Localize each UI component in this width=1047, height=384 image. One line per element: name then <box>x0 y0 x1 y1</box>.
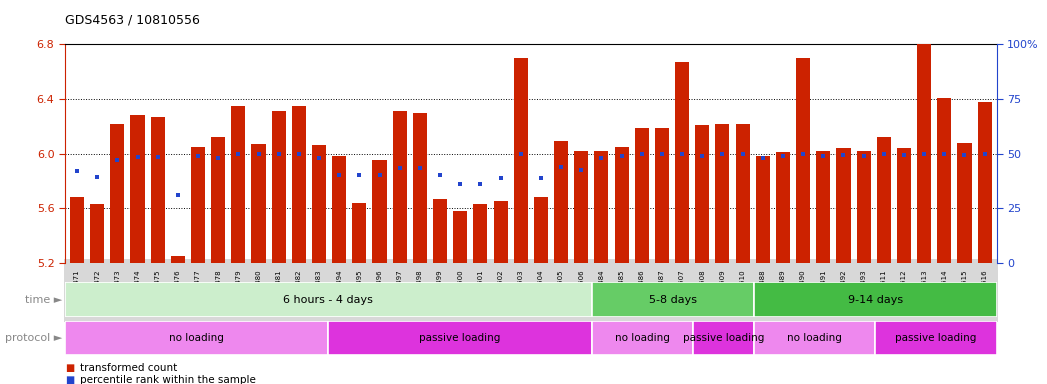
Bar <box>554 141 569 263</box>
Bar <box>110 124 125 263</box>
Bar <box>493 202 508 263</box>
Bar <box>856 151 871 263</box>
Text: passive loading: passive loading <box>419 333 500 343</box>
Bar <box>715 124 730 263</box>
Text: no loading: no loading <box>787 333 842 343</box>
Bar <box>978 102 992 263</box>
Bar <box>897 148 911 263</box>
Bar <box>329 321 592 355</box>
Text: percentile rank within the sample: percentile rank within the sample <box>80 375 255 384</box>
Bar <box>634 127 649 263</box>
Bar <box>592 321 693 355</box>
Bar <box>171 256 185 263</box>
Bar <box>592 282 754 317</box>
Bar <box>70 197 84 263</box>
Text: passive loading: passive loading <box>683 333 764 343</box>
Bar <box>654 127 669 263</box>
Text: passive loading: passive loading <box>895 333 977 343</box>
Bar <box>292 106 306 263</box>
Bar <box>695 125 709 263</box>
Text: no loading: no loading <box>615 333 670 343</box>
Bar <box>937 98 952 263</box>
Bar <box>191 147 205 263</box>
Bar <box>876 137 891 263</box>
Bar <box>373 161 386 263</box>
Bar <box>90 204 105 263</box>
Text: ■: ■ <box>65 375 74 384</box>
Bar <box>754 282 997 317</box>
Bar <box>615 147 628 263</box>
Text: transformed count: transformed count <box>80 363 177 373</box>
Bar <box>453 211 467 263</box>
Bar <box>534 197 548 263</box>
Bar <box>131 115 144 263</box>
Bar <box>875 321 997 355</box>
Bar <box>754 321 875 355</box>
Bar <box>693 321 754 355</box>
Bar <box>413 113 427 263</box>
Bar <box>332 156 347 263</box>
Bar <box>353 203 366 263</box>
Bar <box>151 117 164 263</box>
Bar <box>574 151 588 263</box>
Bar <box>211 137 225 263</box>
Bar <box>595 151 608 263</box>
Bar <box>433 199 447 263</box>
Bar <box>473 204 488 263</box>
Bar <box>514 58 528 263</box>
Text: 5-8 days: 5-8 days <box>649 295 696 305</box>
Text: GDS4563 / 10810556: GDS4563 / 10810556 <box>65 14 200 27</box>
Bar <box>231 106 245 263</box>
Text: 9-14 days: 9-14 days <box>848 295 903 305</box>
Text: no loading: no loading <box>170 333 224 343</box>
Text: ■: ■ <box>65 363 74 373</box>
Bar <box>393 111 407 263</box>
Bar <box>776 152 790 263</box>
Bar <box>736 124 750 263</box>
Bar <box>817 151 830 263</box>
Bar <box>837 148 850 263</box>
Bar <box>756 156 770 263</box>
Bar <box>65 321 329 355</box>
Bar <box>796 58 810 263</box>
Text: protocol ►: protocol ► <box>4 333 62 343</box>
Bar <box>65 282 592 317</box>
Text: time ►: time ► <box>24 295 62 305</box>
Bar <box>251 144 266 263</box>
Bar <box>675 62 689 263</box>
Bar <box>917 44 931 263</box>
Bar <box>271 111 286 263</box>
Text: 6 hours - 4 days: 6 hours - 4 days <box>284 295 373 305</box>
Bar <box>957 142 972 263</box>
Bar <box>312 146 326 263</box>
